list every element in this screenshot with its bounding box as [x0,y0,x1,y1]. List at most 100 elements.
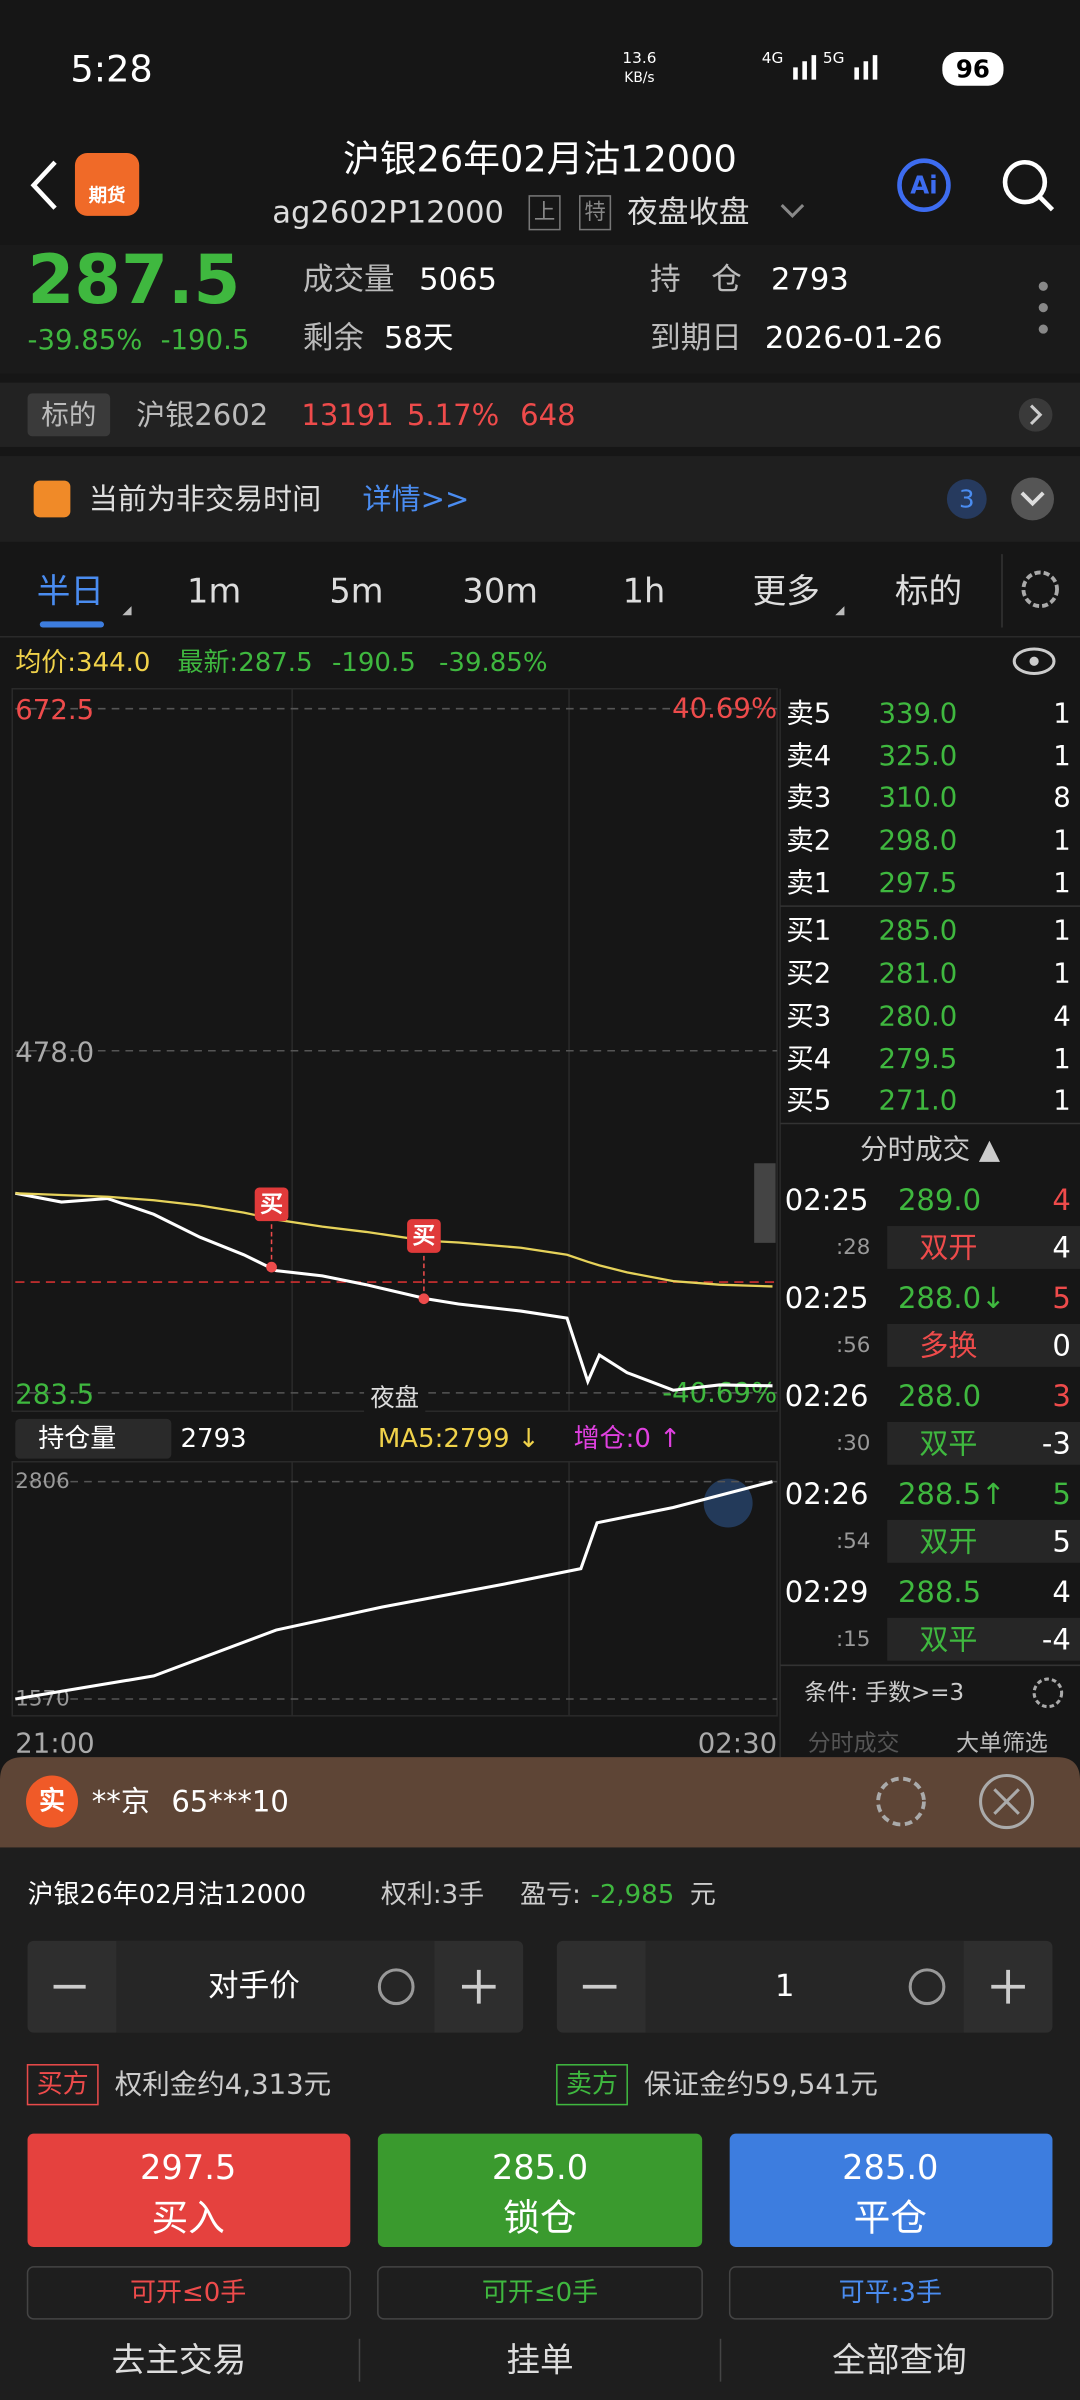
tabs[interactable]: 5m [329,571,383,610]
count: 5 [1052,1524,1070,1558]
remaining: 58天 [384,321,454,356]
chart-handle[interactable] [754,1163,776,1243]
action[interactable]: 平仓 [854,2196,927,2239]
bottom-nav[interactable]: 全部查询 [832,2341,967,2380]
close-button[interactable] [729,2133,1053,2247]
tag-1: 上 [534,200,555,225]
label: 买5 [786,1085,831,1117]
price: 281.0 [878,957,957,989]
tabs[interactable]: 30m [462,571,538,610]
tabs[interactable]: 1m [187,571,241,610]
price[interactable]: 285.0 [492,2148,588,2187]
qty: 1 [1053,740,1071,772]
eye-icon[interactable] [1012,647,1056,675]
price: 310.0 [878,781,957,813]
input-field[interactable] [116,1940,435,2033]
dropdown-icon[interactable] [780,204,805,218]
buy-button[interactable] [27,2133,351,2247]
label: 买3 [786,1000,831,1032]
annotation-box [254,1187,289,1222]
label: 标的 [41,399,96,431]
price: 288.5 [898,1575,981,1609]
tabs[interactable]: 标的 [895,571,962,610]
action[interactable]: 买入 [151,2196,224,2239]
price[interactable]: 285.0 [842,2148,938,2187]
settings-icon[interactable] [1032,1677,1064,1709]
tabs[interactable]: 更多 [753,571,820,610]
annotation-point [418,1293,430,1305]
limit: 可平:3手 [839,2278,942,2308]
text: 买 [412,1223,435,1249]
count: 3 [959,484,975,513]
volume-label: 成交量 [303,263,395,298]
price[interactable]: 297.5 [140,2148,236,2187]
price-mode: 对手价 [208,1969,300,2004]
qty: 1 [1053,867,1071,899]
tab-2: 大单筛选 [956,1730,1048,1756]
kind-box [887,1421,1080,1465]
label: 卖1 [786,867,831,899]
selector: 持仓量 [38,1424,116,1454]
clear-icon[interactable] [377,1968,415,2006]
price: 13191 [301,398,393,432]
kind-box [887,1519,1080,1563]
account-name: **京 [92,1785,150,1819]
settings-icon[interactable] [1021,570,1059,609]
expand-icon[interactable] [703,1478,753,1528]
collapse-circle[interactable] [1011,477,1054,521]
stepper-icons[interactable] [53,1969,1025,2004]
clear-icon[interactable] [908,1968,946,2006]
close-icon[interactable] [979,1773,1035,1830]
pnl-unit: 元 [690,1880,716,1910]
label: 478.0 [15,1036,94,1068]
price: 288.5↑ [898,1477,1006,1511]
label: 卖2 [786,824,831,856]
notice-row [0,456,1080,542]
settings-icon[interactable] [876,1776,926,1827]
price: 288.0↓ [898,1281,1006,1315]
text: 买 [260,1191,283,1217]
limit-box [728,2266,1054,2320]
qty: 1 [1053,1085,1071,1117]
bottom-nav[interactable]: 挂单 [506,2341,573,2380]
seller-tag: 卖方 [566,2070,618,2100]
oi-label: 持 仓 [650,263,742,298]
search-icon[interactable] [1002,159,1048,205]
text: 当前为非交易时间 [89,482,321,516]
tabs[interactable]: 半日 [37,571,104,610]
bottom-nav[interactable]: 去主交易 [112,2341,247,2380]
tabs[interactable]: 1h [623,571,666,610]
limit: 可开≤0手 [130,2278,246,2308]
sec: :15 [836,1627,870,1652]
tag-2: 特 [584,200,605,225]
underlying-row[interactable] [0,382,1080,447]
ai-icon[interactable] [897,158,951,212]
quantity: 1 [775,1969,794,2004]
lock-button[interactable] [377,2133,703,2247]
qty: 5 [1052,1281,1070,1315]
search-handle [1037,194,1055,212]
link[interactable]: 详情>> [363,482,470,516]
selector-box[interactable] [15,1418,172,1459]
oi: 2793 [771,263,849,298]
label: 买4 [786,1043,831,1075]
action[interactable]: 锁仓 [503,2196,576,2239]
arrow-circle[interactable] [1018,397,1053,432]
pnl-label: 盈亏: [520,1880,581,1910]
kind-box [887,1617,1080,1661]
price: 287.5 [28,241,241,319]
value: 2793 [181,1424,247,1454]
label: 卖5 [786,697,831,729]
session-label: 夜盘 [370,1383,419,1412]
annotation-box [407,1219,441,1253]
yticks: 283.5 [15,1378,94,1410]
expiry: 2026-01-26 [765,321,943,356]
pct: -39.85% [439,648,548,678]
input-field[interactable] [645,1940,964,2033]
logo: 期货 [89,184,126,206]
back-icon[interactable] [30,160,57,210]
avg: 均价:344.0 [15,648,150,678]
price: 271.0 [878,1085,957,1117]
pct: 5.17% [407,398,499,432]
label: 21:00 [15,1727,94,1759]
